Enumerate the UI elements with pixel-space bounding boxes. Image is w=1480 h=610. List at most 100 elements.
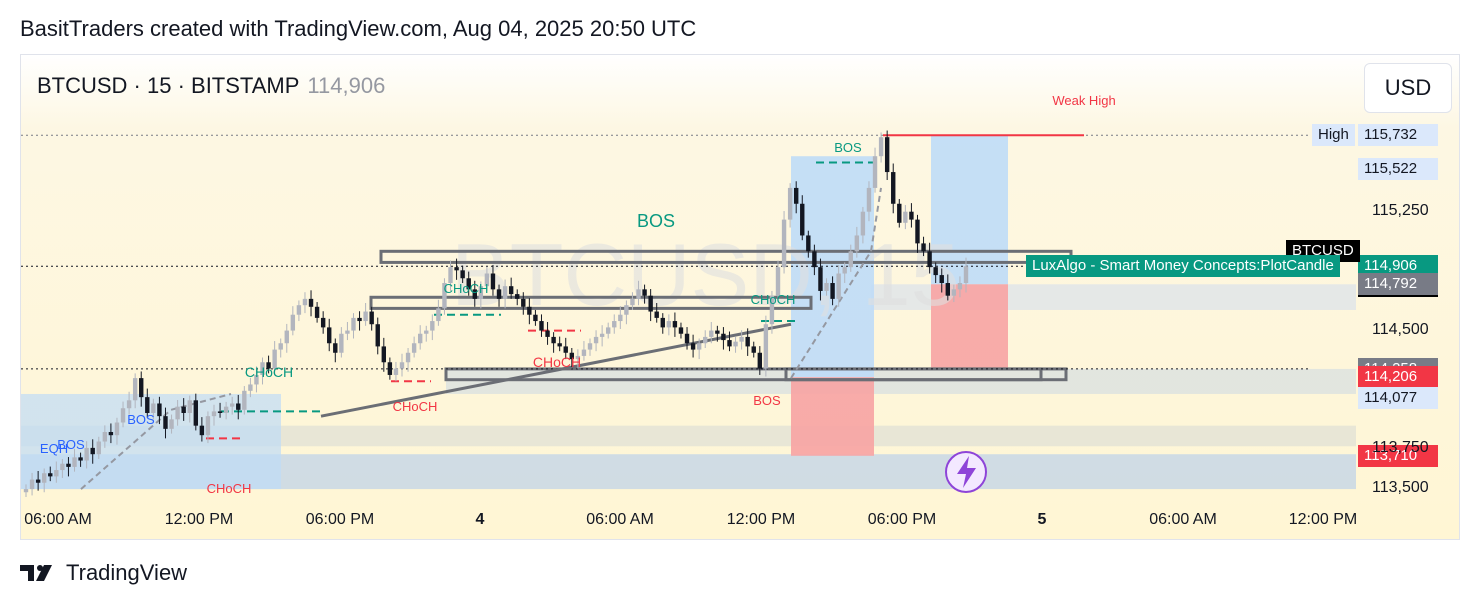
candle-body <box>715 330 720 334</box>
candle-body <box>223 406 229 413</box>
candle-body <box>363 311 368 322</box>
zigzag-right <box>790 187 882 379</box>
candle-body <box>824 283 829 291</box>
x-tick-label: 06:00 AM <box>1149 511 1217 528</box>
position-target-2 <box>931 135 1008 285</box>
candle-body <box>96 441 101 455</box>
chart-title: BTCUSD · 15 · BITSTAMP 114,906 <box>37 73 385 99</box>
candle-body <box>642 289 647 296</box>
candle-body <box>436 308 441 322</box>
drawn-box <box>784 367 1043 382</box>
candle-body <box>515 294 520 299</box>
candle-body <box>248 384 253 391</box>
candle-body <box>739 336 744 342</box>
candle-body <box>254 374 259 385</box>
candle-body <box>442 283 447 309</box>
candle-body <box>836 273 841 299</box>
candle-body <box>593 336 599 344</box>
candle-body <box>842 267 847 274</box>
candle-body <box>678 327 684 334</box>
candle-body <box>757 352 763 369</box>
candle-body <box>102 432 108 442</box>
candle-body <box>193 400 199 426</box>
candle-body <box>375 324 380 347</box>
x-tick-label: 12:00 PM <box>164 511 234 528</box>
candle-body <box>381 346 387 363</box>
zone-mid <box>446 368 1356 394</box>
currency-button[interactable]: USD <box>1364 63 1452 113</box>
candle-body <box>308 298 314 307</box>
position-stop-2 <box>931 284 1008 369</box>
candle-body <box>357 317 362 322</box>
candle-body <box>575 355 581 360</box>
zigzag-left <box>80 393 232 490</box>
y-tick-label: 113,750 <box>1372 439 1429 457</box>
candle-body <box>666 321 672 328</box>
chart-frame[interactable]: BTCUSD, 15 Weak High BOS BOS CHoCH CHoCH CHoCH… <box>20 54 1460 540</box>
candle-body <box>48 473 53 477</box>
candle-body <box>114 422 120 436</box>
candle-body <box>660 317 665 328</box>
candle-body <box>272 349 277 369</box>
tradingview-logo-icon <box>20 565 52 581</box>
position-stop-1 <box>791 377 874 456</box>
candle-body <box>884 137 890 173</box>
candle-body <box>284 330 289 344</box>
annotation-label: BOS <box>753 393 781 408</box>
candle-body <box>781 219 787 268</box>
candle-body <box>139 378 144 398</box>
tradingview-brand: TradingView <box>66 560 188 585</box>
candle-body <box>872 156 878 188</box>
candle-body <box>775 267 781 296</box>
candle-body <box>211 411 217 417</box>
annotation-label: CHoCH <box>444 281 489 296</box>
annotation-label: BOS <box>127 412 155 427</box>
candle-body <box>551 336 556 344</box>
candle-body <box>527 306 532 315</box>
candle-body <box>66 463 71 467</box>
candle-body <box>769 295 775 325</box>
candle-body <box>108 432 114 436</box>
x-tick-label: 5 <box>1037 511 1047 528</box>
side-label: LuxAlgo - Smart Money Concepts:PlotCandl… <box>1026 255 1340 278</box>
price-tag: 114,792 <box>1358 273 1438 296</box>
candle-body <box>126 400 132 409</box>
y-tick-label: 115,250 <box>1372 201 1429 219</box>
footer: TradingView <box>20 560 187 586</box>
candle-body <box>684 333 690 344</box>
symbol-label: BTCUSD · 15 · BITSTAMP <box>37 73 300 98</box>
candle-body <box>793 187 799 204</box>
candle-body <box>157 403 162 417</box>
candle-body <box>78 457 83 461</box>
candle-body <box>454 267 459 271</box>
annotation-label: BOS <box>834 140 862 155</box>
candle-body <box>151 403 156 413</box>
candle-body <box>921 243 926 252</box>
candle-body <box>866 187 872 212</box>
candle-body <box>648 295 653 312</box>
candle-body <box>957 283 963 290</box>
publish-caption: BasitTraders created with TradingView.co… <box>20 16 697 41</box>
candle-body <box>260 362 265 375</box>
candle-body <box>812 251 817 268</box>
x-tick-label: 06:00 AM <box>24 511 92 528</box>
candle-body <box>581 349 587 356</box>
candle-body <box>236 403 241 410</box>
candle-body <box>333 343 338 353</box>
candle-body <box>690 343 696 350</box>
candle-body <box>800 203 805 236</box>
price-tag: 113,710 <box>1358 444 1438 467</box>
candle-body <box>909 211 914 220</box>
trend-line <box>320 322 792 418</box>
annotation-label: CHoCH <box>751 292 796 307</box>
candle-body <box>320 317 326 328</box>
annotation-label: Weak High <box>1052 93 1115 108</box>
candle-body <box>806 235 811 252</box>
candle-body <box>72 457 77 467</box>
candle-body <box>369 311 374 325</box>
candle-body <box>387 362 393 375</box>
candle-body <box>54 470 59 477</box>
candle-body <box>636 289 641 299</box>
x-tick-label: 12:00 PM <box>726 511 796 528</box>
